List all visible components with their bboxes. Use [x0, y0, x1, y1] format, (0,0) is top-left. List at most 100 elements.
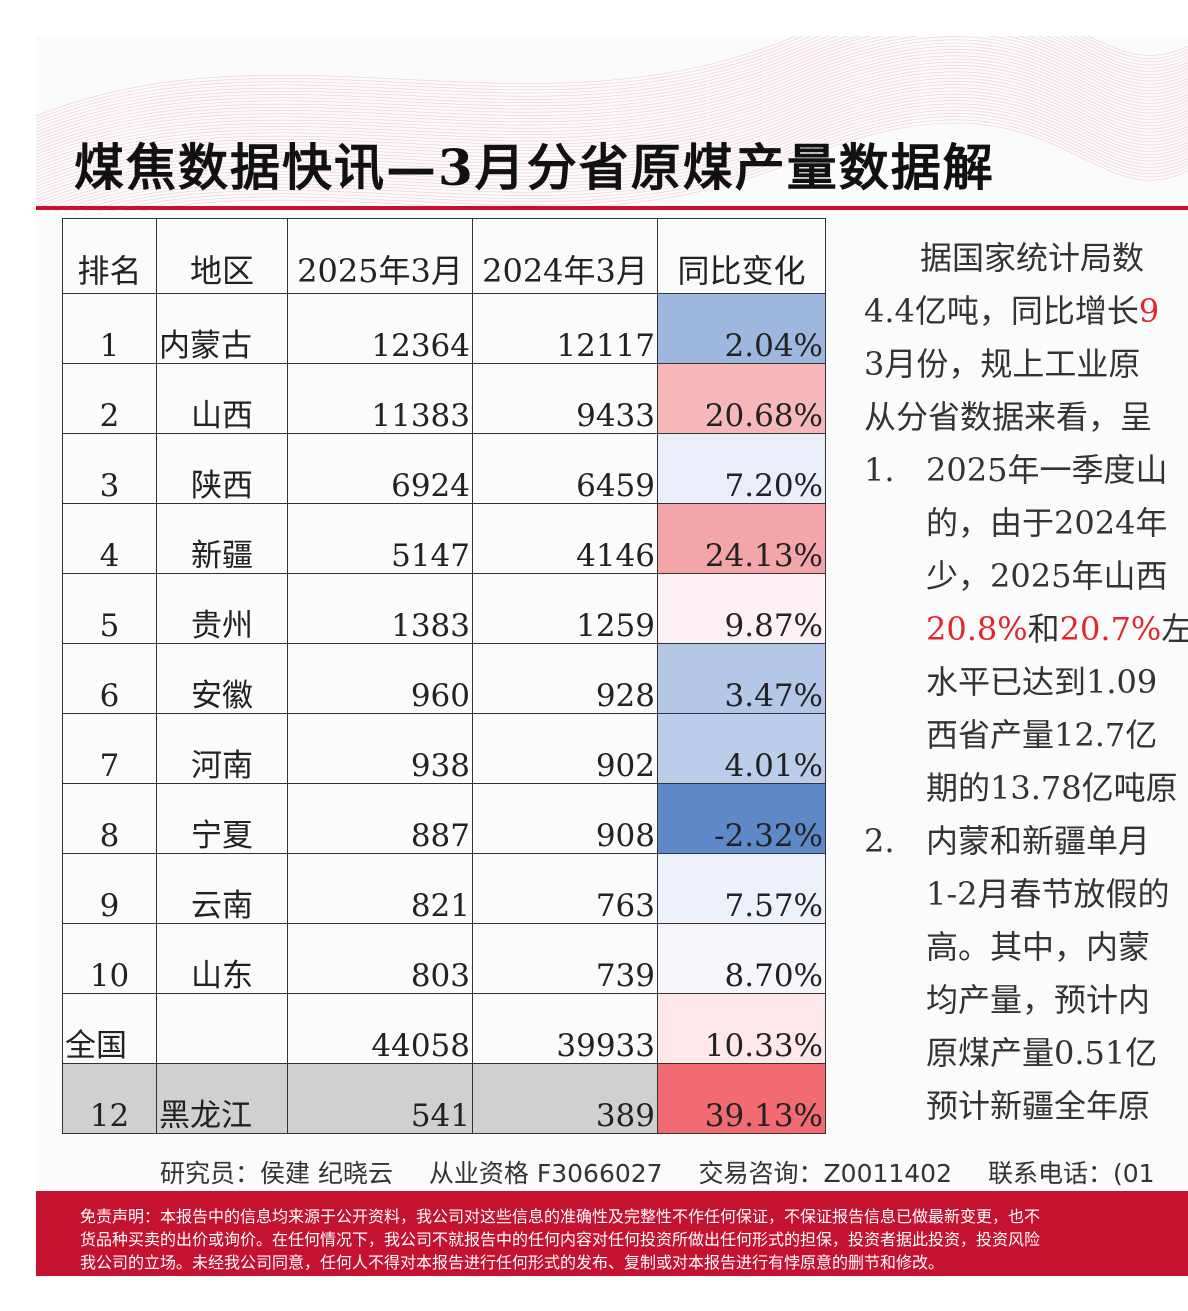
value-2024-cell: 389 — [472, 1063, 658, 1134]
value-2024-cell: 9433 — [472, 363, 658, 434]
value-2024-cell: 763 — [472, 853, 658, 924]
header-2025: 2025年3月 — [287, 218, 473, 294]
table-row: 10 山东 803 739 8.70% — [62, 923, 826, 994]
region-cell: 内蒙古 — [156, 293, 288, 364]
value-2025-cell: 803 — [287, 923, 473, 994]
disclaimer-banner: 免责声明：本报告中的信息均来源于公开资料，我公司对这些信息的准确性及完整性不作任… — [36, 1191, 1188, 1276]
text-span: 内蒙和新疆单月 — [926, 822, 1151, 860]
region-cell: 山西 — [156, 363, 288, 434]
change-cell: 8.70% — [657, 923, 826, 994]
table-row: 全国 44058 39933 10.33% — [62, 993, 826, 1064]
list-item-1-line: 西省产量12.7亿 — [926, 716, 1158, 754]
region-cell: 山东 — [156, 923, 288, 994]
value-2025-cell: 6924 — [287, 433, 473, 504]
header-change: 同比变化 — [657, 218, 826, 294]
list-item-1-line: 20.8%和20.7%左 — [864, 603, 1188, 656]
report-page: 煤焦数据快讯—3月分省原煤产量数据解 排名 地区 2025年3月 2024年3月… — [36, 36, 1188, 1276]
change-cell: 2.04% — [657, 293, 826, 364]
value-2025-cell: 1383 — [287, 573, 473, 644]
rank-cell: 10 — [62, 923, 157, 994]
text-span: 2025年一季度山 — [926, 451, 1168, 489]
value-2025-cell: 44058 — [287, 993, 473, 1064]
rank-cell: 12 — [62, 1063, 157, 1134]
rank-cell: 9 — [62, 853, 157, 924]
rank-cell: 5 — [62, 573, 157, 644]
change-cell: 7.57% — [657, 853, 826, 924]
text-span: 4.4亿吨，同比增长 — [864, 292, 1139, 330]
disclaimer-line: 免责声明：本报告中的信息均来源于公开资料，我公司对这些信息的准确性及完整性不作任… — [80, 1207, 1041, 1226]
list-number: 2. — [864, 822, 895, 860]
table-header-row: 排名 地区 2025年3月 2024年3月 同比变化 — [62, 218, 826, 294]
rank-cell: 6 — [62, 643, 157, 714]
rank-cell: 全国 — [62, 993, 157, 1064]
change-cell: -2.32% — [657, 783, 826, 854]
table-row: 8 宁夏 887 908 -2.32% — [62, 783, 826, 854]
rank-cell: 4 — [62, 503, 157, 574]
researcher-names: 研究员：侯建 纪晓云 — [160, 1159, 393, 1188]
change-cell: 24.13% — [657, 503, 826, 574]
qualification-number: 从业资格 F3066027 — [428, 1159, 663, 1188]
paragraph-1-line: 4.4亿吨，同比增长9 — [864, 285, 1188, 338]
paragraph-1-line: 据国家统计局数 — [920, 239, 1145, 277]
list-item-2-line: 均产量，预计内 — [926, 981, 1151, 1019]
list-item-1-line: 水平已达到1.09 — [926, 663, 1158, 701]
change-cell: 3.47% — [657, 643, 826, 714]
change-cell: 20.68% — [657, 363, 826, 434]
list-item-2-line: 原煤产量0.51亿 — [926, 1034, 1158, 1072]
value-2024-cell: 928 — [472, 643, 658, 714]
change-cell: 4.01% — [657, 713, 826, 784]
value-2025-cell: 5147 — [287, 503, 473, 574]
rank-cell: 2 — [62, 363, 157, 434]
rank-cell: 1 — [62, 293, 157, 364]
list-item-2-line: 预计新疆全年原 — [926, 1087, 1151, 1125]
disclaimer-line: 货品种买卖的出价或询价。在任何情况下，我公司不就报告中的任何内容对任何投资所做出… — [80, 1230, 1041, 1249]
value-2024-cell: 908 — [472, 783, 658, 854]
paragraph-1-line: 3月份，规上工业原 — [864, 345, 1141, 383]
value-2024-cell: 739 — [472, 923, 658, 994]
value-2024-cell: 12117 — [472, 293, 658, 364]
table-row: 7 河南 938 902 4.01% — [62, 713, 826, 784]
list-item-1-line: 少，2025年山西 — [926, 557, 1168, 595]
value-2024-cell: 1259 — [472, 573, 658, 644]
disclaimer-line: 我公司的立场。未经我公司同意，任何人不得对本报告进行任何形式的发布、复制或对本报… — [80, 1253, 945, 1272]
list-item-1-line: 的，由于2024年 — [926, 504, 1168, 542]
value-2025-cell: 960 — [287, 643, 473, 714]
highlight-value: 20.7% — [1059, 610, 1162, 648]
table-row: 12 黑龙江 541 389 39.13% — [62, 1063, 826, 1134]
table-row: 3 陕西 6924 6459 7.20% — [62, 433, 826, 504]
report-title: 煤焦数据快讯—3月分省原煤产量数据解 — [74, 138, 995, 197]
list-item-1-line: 期的13.78亿吨原 — [926, 769, 1178, 807]
title-divider — [36, 206, 1188, 210]
header-2024: 2024年3月 — [472, 218, 658, 294]
table-row: 6 安徽 960 928 3.47% — [62, 643, 826, 714]
list-item-2-line: 1-2月春节放假的 — [926, 875, 1170, 913]
change-cell: 9.87% — [657, 573, 826, 644]
value-2025-cell: 541 — [287, 1063, 473, 1134]
header-rank: 排名 — [62, 218, 157, 294]
table-row: 4 新疆 5147 4146 24.13% — [62, 503, 826, 574]
region-cell: 黑龙江 — [156, 1063, 288, 1134]
text-span: 左 — [1161, 610, 1188, 648]
region-cell: 宁夏 — [156, 783, 288, 854]
region-cell — [156, 993, 288, 1064]
trade-consult-number: 交易咨询：Z0011402 — [698, 1159, 952, 1188]
text-span: 和 — [1027, 610, 1060, 648]
region-cell: 安徽 — [156, 643, 288, 714]
change-cell: 10.33% — [657, 993, 826, 1064]
paragraph-1-line: 从分省数据来看，呈 — [864, 398, 1153, 436]
list-item-2: 2. 内蒙和新疆单月 — [864, 815, 1188, 868]
rank-cell: 7 — [62, 713, 157, 784]
analysis-text: 据国家统计局数 4.4亿吨，同比增长9 3月份，规上工业原 从分省数据来看，呈 … — [864, 232, 1188, 1133]
region-cell: 河南 — [156, 713, 288, 784]
coal-output-table: 排名 地区 2025年3月 2024年3月 同比变化 1 内蒙古 12364 1211… — [62, 218, 826, 1134]
value-2025-cell: 887 — [287, 783, 473, 854]
list-item-2-line: 高。其中，内蒙 — [926, 928, 1151, 966]
list-item-1: 1. 2025年一季度山 — [864, 444, 1188, 497]
region-cell: 新疆 — [156, 503, 288, 574]
contact-info: 研究员：侯建 纪晓云 从业资格 F3066027 交易咨询：Z0011402 联… — [160, 1154, 1183, 1190]
region-cell: 陕西 — [156, 433, 288, 504]
value-2024-cell: 39933 — [472, 993, 658, 1064]
value-2024-cell: 4146 — [472, 503, 658, 574]
list-number: 1. — [864, 451, 895, 489]
change-cell: 7.20% — [657, 433, 826, 504]
